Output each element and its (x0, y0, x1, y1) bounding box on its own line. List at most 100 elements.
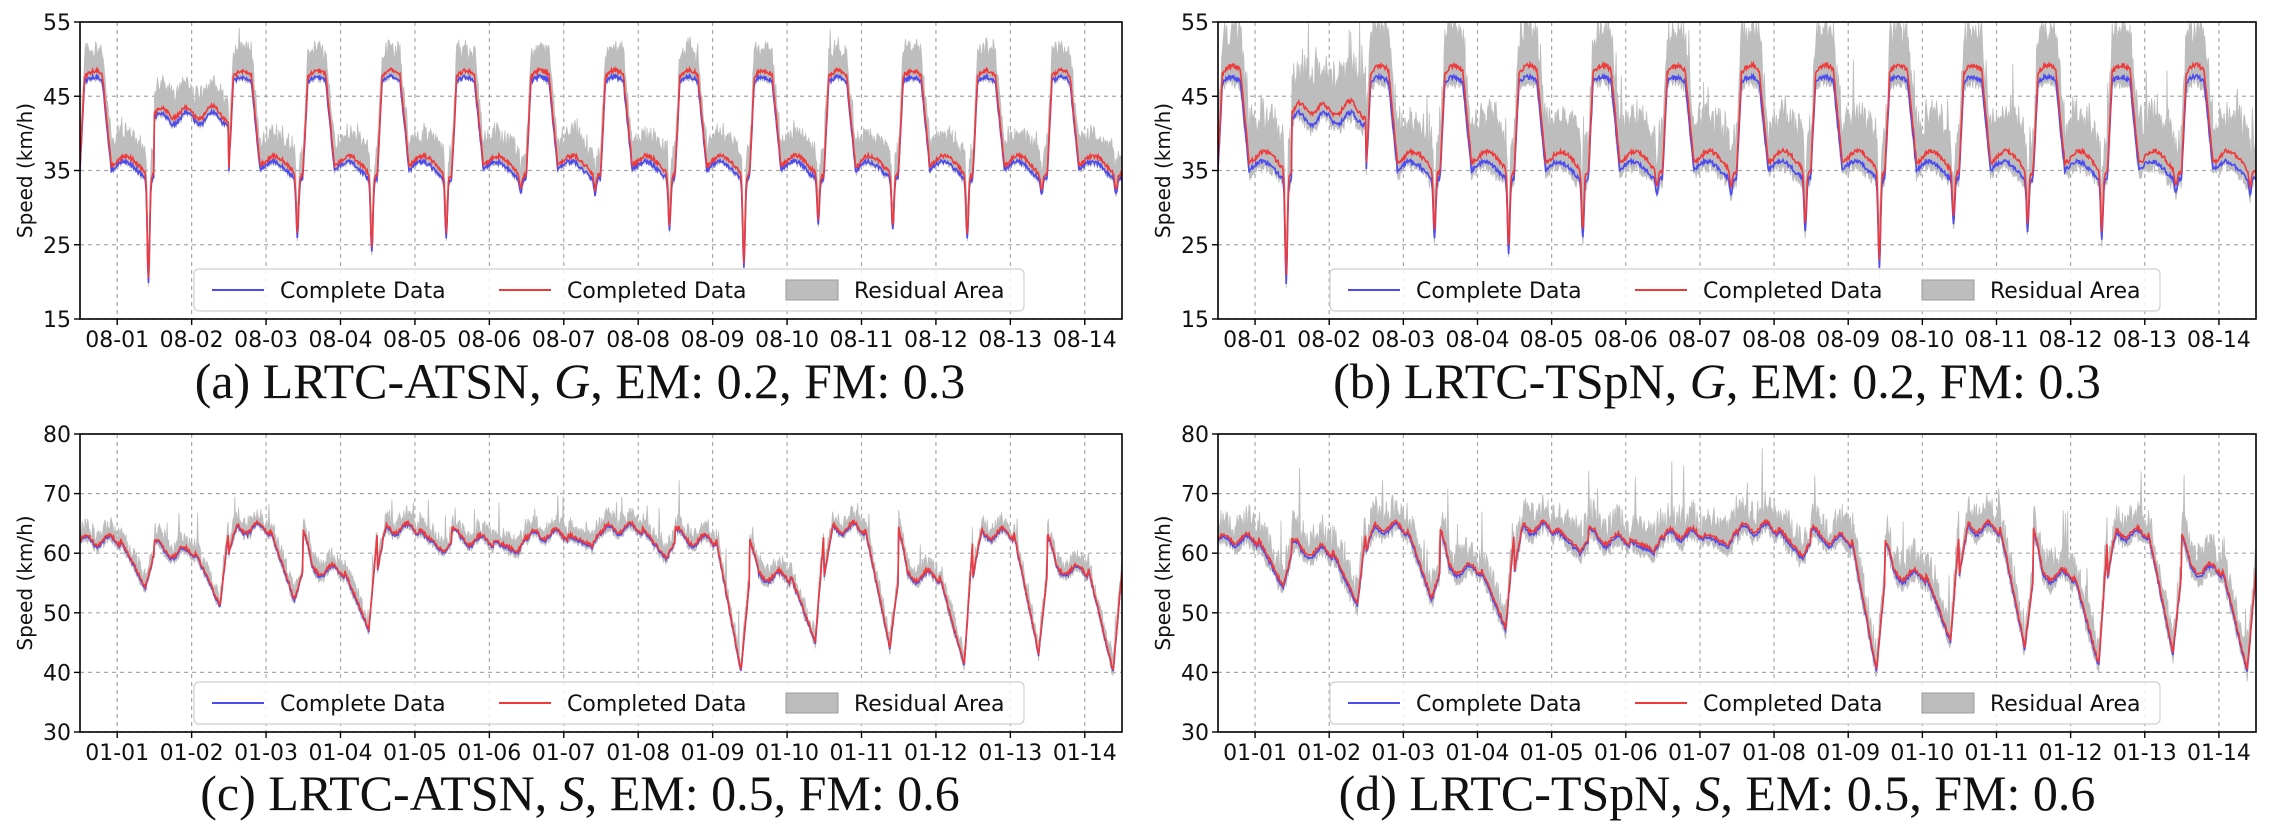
y-tick-label: 80 (1181, 423, 1209, 448)
x-tick-label: 01-01 (1223, 741, 1287, 766)
x-tick-label: 01-03 (234, 741, 298, 766)
x-tick-label: 01-04 (309, 741, 373, 766)
x-tick-label: 01-03 (1371, 741, 1435, 766)
x-tick-label: 01-10 (1890, 741, 1954, 766)
y-axis-label: Speed (km/h) (13, 103, 37, 238)
legend-residual-area-swatch (785, 279, 839, 301)
y-tick-label: 25 (1181, 234, 1209, 259)
legend-residual-area-label: Residual Area (1990, 692, 2141, 717)
y-tick-label: 40 (43, 661, 71, 686)
legend-residual-area-label: Residual Area (854, 692, 1005, 717)
legend-complete-data-label: Complete Data (280, 279, 446, 304)
legend: Complete Data Completed Data Residual Area (193, 681, 1025, 725)
legend: Complete Data Completed Data Residual Area (193, 268, 1025, 312)
x-tick-label: 08-06 (1594, 328, 1658, 353)
legend-residual-area-label: Residual Area (1990, 279, 2141, 304)
y-tick-label: 35 (43, 160, 71, 185)
x-tick-label: 08-11 (830, 328, 894, 353)
x-tick-label: 01-01 (85, 741, 149, 766)
x-tick-label: 01-10 (755, 741, 819, 766)
y-tick-label: 50 (43, 602, 71, 627)
y-tick-label: 15 (1181, 308, 1209, 333)
x-tick-label: 01-12 (904, 741, 968, 766)
x-tick-label: 01-09 (681, 741, 745, 766)
y-axis-label: Speed (km/h) (13, 515, 37, 650)
y-tick-label: 30 (43, 721, 71, 746)
legend-complete-data-label: Complete Data (280, 692, 446, 717)
panel-caption: (a) LRTC-ATSN, G, EM: 0.2, FM: 0.3 (195, 353, 966, 409)
y-tick-label: 55 (1181, 11, 1209, 36)
x-tick-label: 08-07 (532, 328, 596, 353)
series-completed-data (80, 518, 1122, 671)
x-tick-label: 01-02 (1297, 741, 1361, 766)
y-axis-label: Speed (km/h) (1151, 103, 1175, 238)
x-tick-label: 08-08 (606, 328, 670, 353)
x-tick-label: 08-05 (1520, 328, 1584, 353)
chart-panel-b: 15 25 35 45 55 08-01 08-02 08-03 08-04 08-05 08-06… (1151, 11, 2257, 409)
x-tick-label: 08-11 (1965, 328, 2029, 353)
x-tick-label: 08-12 (904, 328, 968, 353)
y-tick-label: 55 (43, 11, 71, 36)
x-tick-label: 01-08 (606, 741, 670, 766)
x-tick-label: 08-13 (978, 328, 1042, 353)
x-tick-label: 01-08 (1742, 741, 1806, 766)
x-tick-label: 01-12 (2039, 741, 2103, 766)
x-tick-label: 01-09 (1816, 741, 1880, 766)
y-tick-label: 70 (1181, 483, 1209, 508)
chart-panel-c: 30 40 50 60 70 80 01-01 01-02 01-03 01-04 01-05 01-… (13, 423, 1123, 821)
legend-completed-data-label: Completed Data (567, 692, 747, 717)
x-tick-label: 01-13 (2113, 741, 2177, 766)
legend-complete-data-label: Complete Data (1416, 279, 1582, 304)
x-tick-label: 08-14 (1053, 328, 1117, 353)
x-tick-label: 08-09 (681, 328, 745, 353)
x-tick-label: 08-03 (1371, 328, 1435, 353)
x-tick-label: 08-02 (1297, 328, 1361, 353)
legend-residual-area-swatch (785, 692, 839, 714)
panel-caption: (d) LRTC-TSpN, S, EM: 0.5, FM: 0.6 (1339, 765, 2096, 821)
series-completed-data (80, 65, 1122, 279)
x-tick-label: 08-04 (1446, 328, 1510, 353)
y-tick-label: 30 (1181, 721, 1209, 746)
x-tick-label: 01-13 (978, 741, 1042, 766)
x-tick-label: 01-14 (2187, 741, 2251, 766)
y-tick-label: 50 (1181, 602, 1209, 627)
x-tick-label: 01-06 (457, 741, 521, 766)
x-tick-label: 01-07 (532, 741, 596, 766)
x-tick-label: 01-05 (1520, 741, 1584, 766)
y-tick-label: 80 (43, 423, 71, 448)
legend-completed-data-label: Completed Data (1703, 279, 1883, 304)
series-completed-data (1218, 518, 2256, 670)
x-tick-label: 01-11 (1965, 741, 2029, 766)
x-tick-label: 08-10 (755, 328, 819, 353)
legend-residual-area-swatch (1921, 692, 1975, 714)
chart-panel-a: 15 25 35 45 55 08-01 08-02 08-03 08-04 08-05 08-06… (13, 11, 1123, 409)
x-tick-label: 01-07 (1668, 741, 1732, 766)
series-completed-data (1218, 60, 2256, 276)
legend-completed-data-label: Completed Data (1703, 692, 1883, 717)
x-tick-label: 08-12 (2039, 328, 2103, 353)
y-axis-label: Speed (km/h) (1151, 515, 1175, 650)
panel-caption: (c) LRTC-ATSN, S, EM: 0.5, FM: 0.6 (200, 765, 960, 821)
y-tick-label: 70 (43, 483, 71, 508)
legend-residual-area-swatch (1921, 279, 1975, 301)
y-tick-label: 60 (1181, 542, 1209, 567)
y-tick-label: 25 (43, 234, 71, 259)
x-tick-label: 08-10 (1890, 328, 1954, 353)
x-tick-label: 01-06 (1594, 741, 1658, 766)
chart-panel-d: 30 40 50 60 70 80 01-01 01-02 01-03 01-04 01-05 01-… (1151, 423, 2257, 821)
x-tick-label: 01-04 (1446, 741, 1510, 766)
panel-caption: (b) LRTC-TSpN, G, EM: 0.2, FM: 0.3 (1333, 353, 2101, 409)
y-tick-label: 45 (1181, 85, 1209, 110)
x-tick-label: 08-02 (160, 328, 224, 353)
legend-completed-data-label: Completed Data (567, 279, 747, 304)
x-tick-label: 08-08 (1742, 328, 1806, 353)
x-tick-label: 08-05 (383, 328, 447, 353)
legend: Complete Data Completed Data Residual Area (1329, 681, 2161, 725)
y-tick-label: 45 (43, 85, 71, 110)
x-tick-label: 01-14 (1053, 741, 1117, 766)
x-tick-label: 01-02 (160, 741, 224, 766)
y-tick-label: 35 (1181, 160, 1209, 185)
y-tick-label: 60 (43, 542, 71, 567)
x-tick-label: 01-11 (830, 741, 894, 766)
x-tick-label: 08-13 (2113, 328, 2177, 353)
